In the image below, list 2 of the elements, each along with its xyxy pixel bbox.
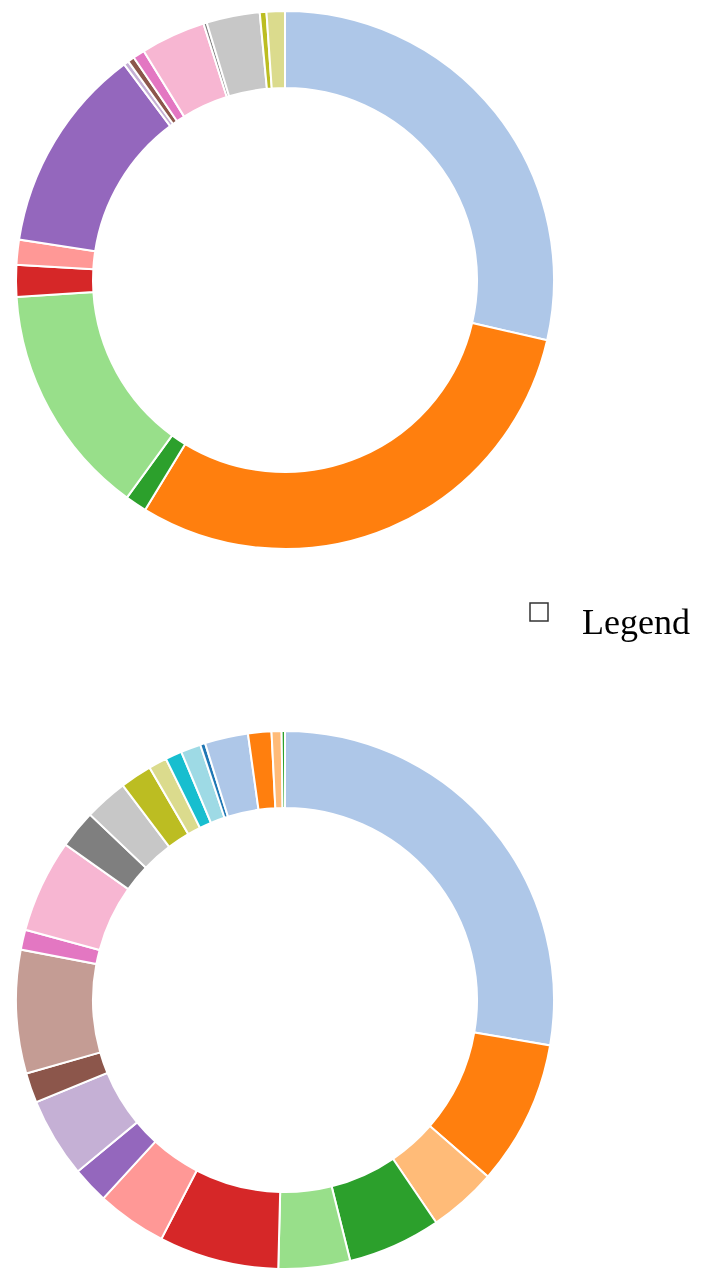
legend-title: Legend [582,602,690,642]
donut-slice [205,11,268,98]
